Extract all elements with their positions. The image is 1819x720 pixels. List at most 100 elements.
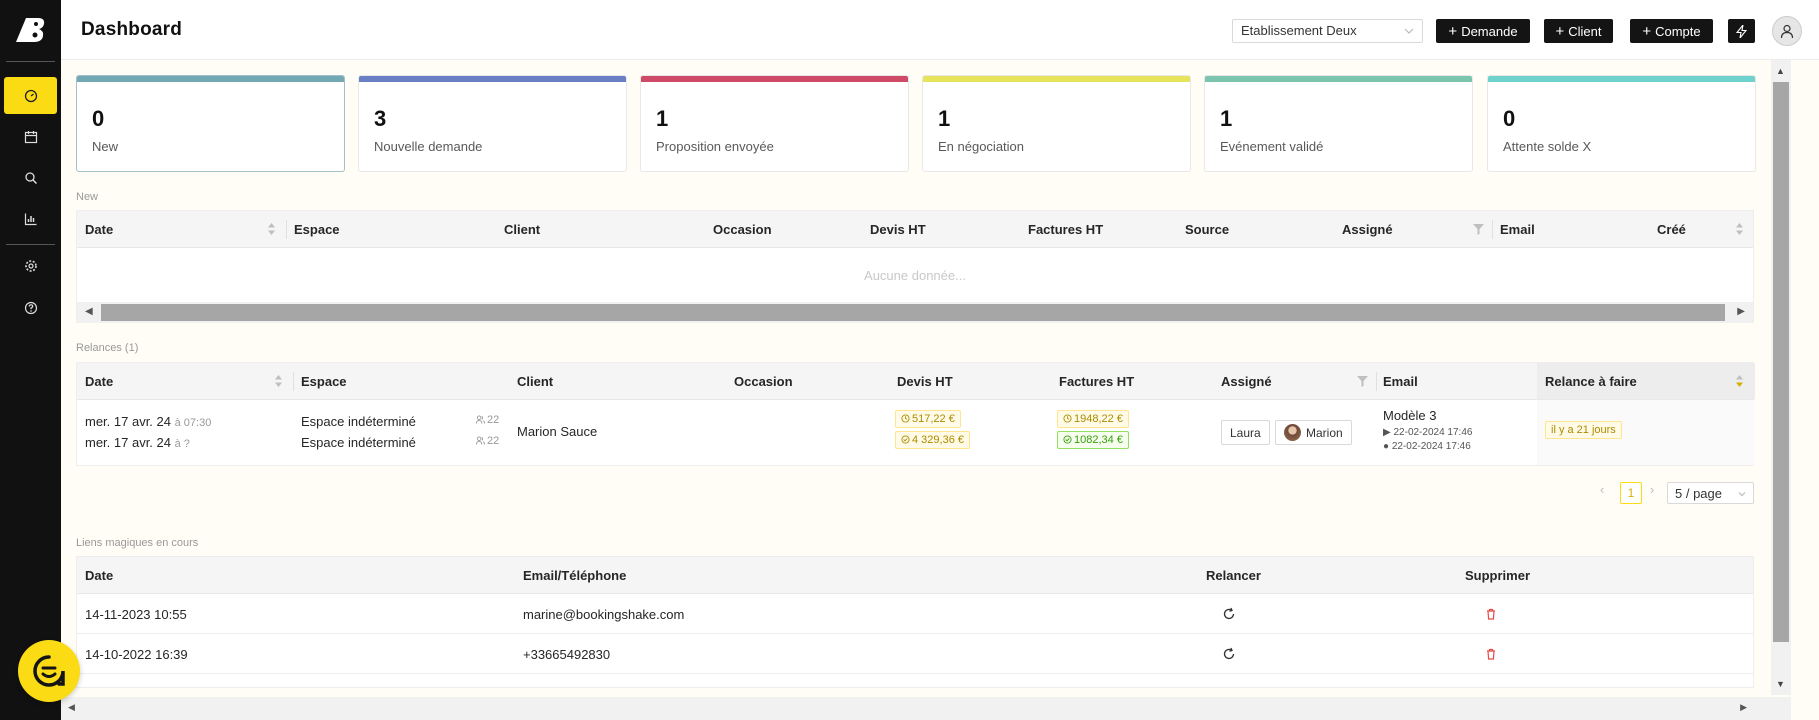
sidebar-item-search[interactable] [4,159,57,196]
sidebar-item-settings[interactable] [4,247,57,284]
quick-action-button[interactable] [1728,19,1755,43]
link-contact: marine@bookingshake.com [523,607,685,622]
resend-button[interactable] [1222,647,1236,664]
people-icon [476,415,485,424]
add-client-button[interactable]: + Client [1544,19,1613,43]
scroll-left-icon[interactable]: ◀ [68,702,75,712]
relance-badge: il y a 21 jours [1545,421,1622,439]
calendar-icon [24,130,37,143]
col-relance[interactable]: Relance à faire [1545,374,1637,389]
delete-button[interactable] [1484,647,1498,664]
avatar [1284,424,1301,441]
capacity-1: 22 [476,414,499,426]
email-sent: ▶ 22-02-2024 17:46 [1383,427,1472,438]
client-name[interactable]: Marion Sauce [517,424,598,439]
sidebar-item-calendar[interactable] [4,118,57,155]
sort-active-icon[interactable] [1735,374,1744,388]
establishment-select[interactable]: Etablissement Deux [1232,19,1423,43]
col-date[interactable]: Date [85,222,114,237]
relances-section-caption: Relances (1) [76,342,139,354]
column-divider [293,372,294,391]
assignee-laura-label: Laura [1221,420,1270,445]
clock-icon [901,414,910,423]
search-icon [24,171,37,184]
people-icon [476,436,485,445]
status-card-color-bar [77,76,344,82]
sidebar-item-help[interactable] [4,289,57,326]
col-factures: Factures HT [1028,222,1104,237]
user-avatar-button[interactable] [1772,16,1802,46]
check-circle-icon [901,435,910,444]
status-card-count: 0 [92,106,105,131]
chevron-down-icon [1738,492,1746,497]
col-assigne: Assigné [1221,374,1272,389]
next-page-icon[interactable]: › [1650,482,1655,497]
sidebar-item-dashboard[interactable] [4,77,57,114]
column-divider [286,220,287,239]
facture-2-value: 1082,34 € [1074,434,1123,446]
add-compte-button[interactable]: + Compte [1630,19,1713,43]
status-card-label: Attente solde X [1503,139,1592,154]
status-card[interactable]: 1 Evénement validé [1204,75,1473,172]
bookingshake-logo[interactable] [14,16,46,44]
page-size-value: 5 / page [1675,486,1722,501]
page-1-button[interactable]: 1 [1620,482,1642,504]
scroll-left-icon[interactable]: ◀ [85,306,93,317]
question-icon [24,301,37,314]
col-cree[interactable]: Créé [1657,222,1686,237]
status-card[interactable]: 0 Attente solde X [1487,75,1756,172]
date-2: mer. 17 avr. 24 [85,435,171,450]
espace-1: Espace indéterminé [301,414,416,429]
filter-icon[interactable] [1473,224,1484,235]
col-date[interactable]: Date [85,374,114,389]
assignee-laura[interactable]: Laura [1221,420,1270,445]
col-email: Email [1500,222,1535,237]
sidebar-item-stats[interactable] [4,200,57,237]
status-card-color-bar [923,76,1190,82]
prev-page-icon[interactable]: ‹ [1600,482,1605,497]
facture-tag-1: 1948,22 € [1057,410,1129,428]
status-card-color-bar [1205,76,1472,82]
sort-icon[interactable] [267,222,276,236]
gauge-icon [24,89,37,102]
status-card[interactable]: 0 New [76,75,345,172]
scrollbar-thumb[interactable] [1773,82,1789,642]
col-client: Client [504,222,541,237]
page-size-select[interactable]: 5 / page [1667,482,1754,504]
resend-button[interactable] [1222,607,1236,624]
filter-icon[interactable] [1357,376,1368,387]
scroll-right-icon[interactable]: ▶ [1740,702,1747,712]
col-supprimer: Supprimer [1465,568,1531,583]
scroll-right-icon[interactable]: ▶ [1737,306,1745,317]
sort-icon[interactable] [274,374,283,388]
status-card[interactable]: 1 Proposition envoyée [640,75,909,172]
delete-button[interactable] [1484,607,1498,624]
email-model: Modèle 3 [1383,408,1437,423]
scroll-down-icon[interactable]: ▼ [1776,679,1785,689]
time-1: à 07:30 [174,417,212,429]
facture-1-value: 1948,22 € [1074,413,1123,425]
sort-icon[interactable] [1735,222,1744,236]
date-cell-2: mer. 17 avr. 24 à ? [85,435,190,450]
new-table-scrollbar[interactable]: ◀ ▶ [77,302,1753,323]
sidebar [0,0,61,720]
assignee-marion[interactable]: Marion [1275,420,1352,445]
table-row[interactable]: mer. 17 avr. 24 à 07:30 mer. 17 avr. 24 … [77,400,1755,466]
table-row: 14-11-2023 10:55 marine@bookingshake.com [77,594,1753,634]
chat-support-button[interactable] [18,640,80,702]
assignee-marion-label: Marion [1306,425,1343,440]
column-divider [1376,372,1377,391]
check-circle-icon [1063,435,1072,444]
scrollbar-thumb[interactable] [101,304,1725,321]
add-client-label: Client [1568,23,1602,39]
status-card[interactable]: 1 En négociation [922,75,1191,172]
link-date: 14-10-2022 16:39 [85,647,188,662]
add-demande-button[interactable]: + Demande [1436,19,1530,43]
col-occasion: Occasion [713,222,772,237]
page-horizontal-scrollbar[interactable]: ◀ ▶ [61,697,1791,720]
devis-tag-2: 4 329,36 € [895,431,970,449]
page-vertical-scrollbar[interactable]: ▲ ▼ [1771,60,1791,695]
status-card[interactable]: 3 Nouvelle demande [358,75,627,172]
col-contact: Email/Téléphone [523,568,627,583]
scroll-up-icon[interactable]: ▲ [1776,66,1785,76]
